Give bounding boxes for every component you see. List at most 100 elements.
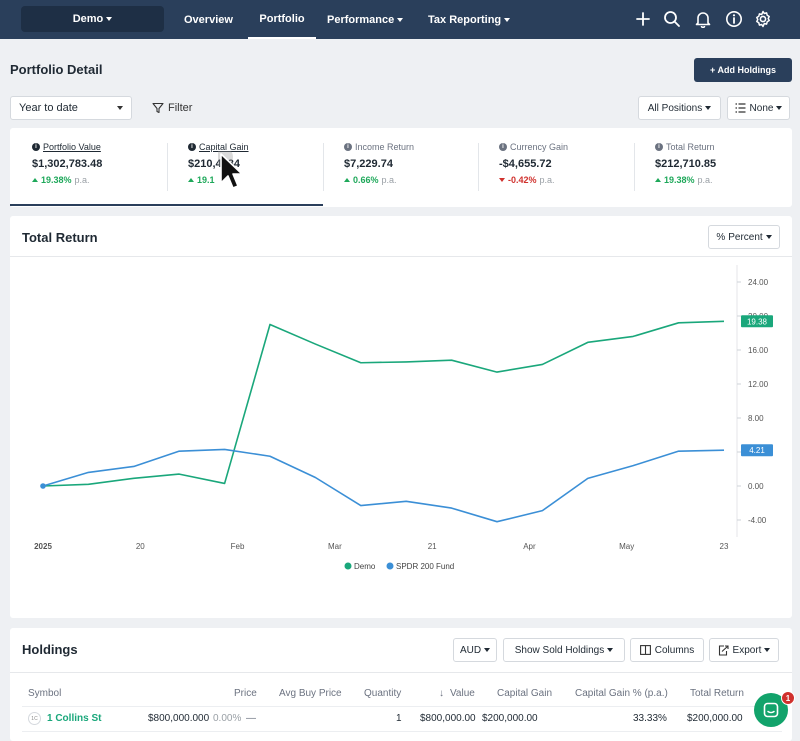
info-icon[interactable] [723,8,745,30]
col-avg-buy-price[interactable]: Avg Buy Price [279,688,342,699]
nav-portfolio[interactable]: Portfolio [248,0,316,39]
metric-portfolio-value[interactable]: i Portfolio Value $1,302,783.48 19.38% p.a… [10,128,167,207]
chevron-down-icon [776,106,783,110]
legend-label: Demo [354,562,376,571]
total-return-chart[interactable]: 24.0020.0016.0012.008.004.000.00-4.00202… [10,257,792,617]
x-tick-label: 20 [136,542,145,551]
metric-income-return[interactable]: i Income Return $7,229.74 0.66% p.a. [322,128,478,207]
percent-label: Percent [728,231,763,243]
info-icon: i [344,143,352,151]
metrics-panel: i Portfolio Value $1,302,783.48 19.38% p.a… [10,128,792,207]
date-range-select[interactable]: Year to date [10,96,132,120]
series-line-spdr [42,448,725,523]
x-tick-label: Apr [523,542,536,551]
nav-portfolio-label: Portfolio [259,12,305,25]
y-tick-label: 24.00 [748,278,769,287]
export-icon [718,644,729,656]
show-sold-label: Show Sold Holdings [514,644,605,656]
x-tick-label: Mar [328,542,342,551]
col-value[interactable]: ↓ Value [439,688,475,699]
metric-label: i Income Return [344,142,478,152]
metric-total-return[interactable]: i Total Return $212,710.85 19.38% p.a. [633,128,790,207]
series-line-demo [42,320,725,487]
col-quantity[interactable]: Quantity [364,688,402,699]
currency-dropdown[interactable]: AUD [453,638,497,662]
arrow-down-icon [499,178,505,182]
portfolio-selector[interactable]: Demo [21,6,164,32]
metric-label: i Currency Gain [499,142,634,152]
col-capital-gain-pct[interactable]: Capital Gain % (p.a.) [575,688,668,699]
arrow-up-icon [344,178,350,182]
chart-title: Total Return [22,230,98,245]
info-icon: i [655,143,663,151]
holdings-card: Holdings AUD Show Sold Holdings Columns … [10,628,792,741]
nav-performance[interactable]: Performance [327,0,404,39]
info-icon: i [188,143,196,151]
metric-value: $1,302,783.48 [32,158,103,170]
mouse-cursor-icon [218,151,243,189]
legend-marker [344,562,352,570]
x-tick-label: 21 [428,542,437,551]
positions-value: All Positions [647,102,703,114]
holding-capital-gain: $200,000.00 [482,713,538,724]
grouping-dropdown[interactable]: None [727,96,790,120]
chevron-down-icon [484,648,491,652]
chevron-down-icon [397,17,404,22]
y-tick-label: 8.00 [748,414,764,423]
x-tick-label: May [619,542,634,551]
metric-label: i Capital Gain [188,142,323,152]
total-return-card: Total Return % Percent 24.0020.0016.0012… [10,216,792,618]
show-sold-dropdown[interactable]: Show Sold Holdings [503,638,625,662]
filter-label: Filter [168,102,193,114]
end-value-label: 4.21 [749,446,765,455]
y-tick-label: 0.00 [748,482,764,491]
holding-capital-gain-pct: 33.33% [633,713,667,724]
bell-icon[interactable] [692,8,714,30]
grouping-value: None [749,102,774,114]
info-icon: i [499,143,507,151]
sort-down-icon: ↓ [439,688,444,699]
metric-capital-gain[interactable]: i Capital Gain $210,4 .84 19.1 [166,128,323,207]
nav-tax-label: Tax Reporting [428,13,502,26]
metric-change: 19.38% p.a. [32,175,167,185]
nav-performance-label: Performance [327,13,395,26]
chat-notification-badge: 1 [781,691,795,705]
y-tick-label: 16.00 [748,346,769,355]
col-price[interactable]: Price [234,688,257,699]
filter-button[interactable]: Filter [152,96,192,120]
plus-icon[interactable] [632,8,654,30]
chevron-down-icon [607,648,614,652]
col-symbol[interactable]: Symbol [28,688,62,699]
add-holdings-button[interactable]: + Add Holdings [694,58,792,82]
metric-change: 0.66% p.a. [344,175,478,185]
page-title: Portfolio Detail [10,62,103,77]
metric-label: i Total Return [655,142,790,152]
columns-button[interactable]: Columns [630,638,704,662]
percent-icon: % [716,231,726,243]
legend-label: SPDR 200 Fund [396,562,454,571]
holdings-title: Holdings [22,642,78,657]
holding-quantity: 1 [396,713,402,724]
col-total-return[interactable]: Total Return [690,688,744,699]
chat-icon [763,702,779,718]
metric-change: 19.38% p.a. [655,175,790,185]
portfolio-name: Demo [72,13,104,25]
positions-dropdown[interactable]: All Positions [638,96,721,120]
active-metric-indicator [10,204,323,206]
gear-icon[interactable] [752,8,774,30]
search-icon[interactable] [661,8,683,30]
nav-tax-reporting[interactable]: Tax Reporting [428,0,511,39]
legend-marker [386,562,394,570]
metric-change: 19.1 [188,175,323,185]
export-dropdown[interactable]: Export [709,638,779,662]
holding-symbol-link[interactable]: 1 Collins St [47,713,102,724]
col-capital-gain[interactable]: Capital Gain [497,688,553,699]
currency-value: AUD [459,644,482,656]
metric-currency-gain[interactable]: i Currency Gain -$4,655.72 -0.42% p.a. [477,128,634,207]
percent-toggle-button[interactable]: % Percent [708,225,780,249]
metric-value: -$4,655.72 [499,158,552,170]
nav-overview[interactable]: Overview [184,0,233,39]
chevron-down-icon [705,106,712,110]
arrow-up-icon [655,178,661,182]
metric-label: i Portfolio Value [32,142,167,152]
